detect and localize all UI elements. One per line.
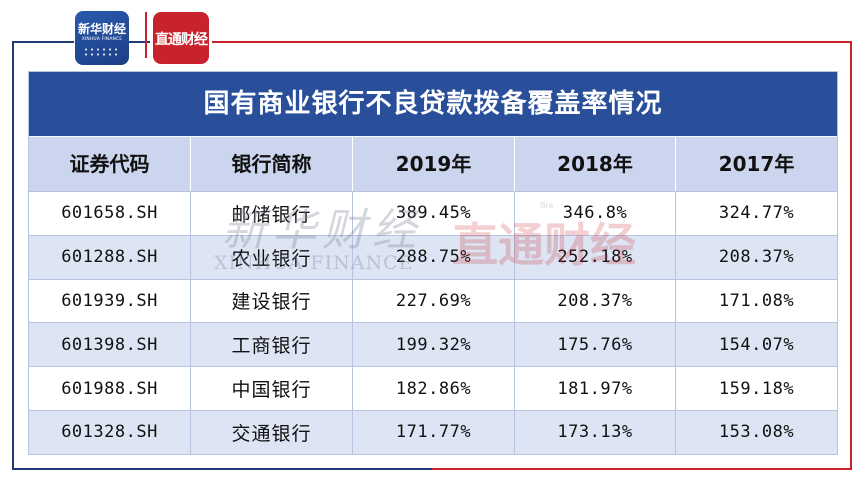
cell-coverage-ratio: 171.08% — [718, 290, 795, 311]
logo-divider — [145, 12, 147, 58]
cell-stock-code: 601288.SH — [29, 235, 191, 279]
cell-bank-name: 中国银行 — [191, 367, 353, 410]
table-row: 601398.SH 工商银行 199.32% 175.76% 154.07% — [29, 322, 837, 367]
cell-coverage-ratio: 153.08% — [718, 422, 795, 443]
cell-coverage-ratio: 173.13% — [515, 410, 676, 454]
table-row: 601939.SH 建设银行 227.69% 208.37% 171.08% — [29, 278, 837, 323]
table-title: 国有商业银行不良贷款拨备覆盖率情况 — [29, 72, 837, 136]
cell-stock-code: 601939.SH — [29, 279, 191, 323]
cell-coverage-ratio: 324.77% — [718, 203, 795, 224]
cell-coverage-ratio: 208.37% — [718, 247, 795, 268]
table-row: 601288.SH 农业银行 288.75% 252.18% 208.37% — [29, 234, 837, 279]
table-row: 601988.SH 中国银行 182.86% 181.97% 159.18% — [29, 366, 837, 410]
cell-coverage-ratio: 175.76% — [515, 323, 676, 367]
cell-coverage-ratio: 199.32% — [353, 323, 515, 367]
xinhua-logo-dots-icon — [83, 47, 121, 57]
frame-line-right — [850, 41, 852, 470]
xinhua-logo-text: 新华财经 — [77, 22, 126, 36]
cell-coverage-ratio: 171.77% — [353, 410, 515, 454]
cell-stock-code: 601988.SH — [29, 367, 191, 410]
frame-line-left — [12, 41, 14, 470]
frame-line-top-mid — [128, 41, 150, 43]
cell-coverage-ratio: 181.97% — [515, 367, 676, 410]
cell-bank-name: 农业银行 — [191, 235, 353, 279]
cell-coverage-ratio: 159.18% — [718, 378, 795, 399]
column-header: 2017年 — [718, 152, 795, 176]
cell-bank-name: 工商银行 — [191, 323, 353, 367]
table-row: 601658.SH 邮储银行 389.45% 346.8% 324.77% — [29, 191, 837, 235]
column-header: 2019年 — [353, 137, 515, 191]
cell-bank-name: 交通银行 — [191, 410, 353, 454]
table-body: 601658.SH 邮储银行 389.45% 346.8% 324.77% 601288.… — [29, 191, 837, 454]
cell-coverage-ratio: 208.37% — [515, 279, 676, 323]
cell-stock-code: 601398.SH — [29, 323, 191, 367]
cell-coverage-ratio: 227.69% — [353, 279, 515, 323]
table-header-row: 证券代码 银行简称 2019年 2018年 2017年 — [29, 137, 837, 191]
column-header: 2018年 — [515, 137, 676, 191]
cell-stock-code: 601328.SH — [29, 410, 191, 454]
zhitou-finance-logo: 直通财经 — [153, 12, 209, 64]
frame-line-top-left — [12, 41, 74, 43]
coverage-table: 国有商业银行不良贷款拨备覆盖率情况 证券代码 银行简称 2019年 2018年 … — [28, 71, 838, 455]
cell-coverage-ratio: 154.07% — [718, 334, 795, 355]
frame-line-top-right — [212, 41, 852, 43]
xinhua-finance-logo: 新华财经 XINHUA FINANCE — [75, 11, 129, 65]
cell-coverage-ratio: 288.75% — [353, 235, 515, 279]
cell-coverage-ratio: 252.18% — [515, 235, 676, 279]
cell-coverage-ratio: 346.8% — [515, 192, 676, 235]
zhitou-logo-text: 直通财经 — [155, 32, 208, 48]
cell-coverage-ratio: 182.86% — [353, 367, 515, 410]
column-header: 银行简称 — [191, 137, 353, 191]
cell-bank-name: 邮储银行 — [191, 192, 353, 235]
xinhua-logo-subtext: XINHUA FINANCE — [81, 37, 123, 42]
cell-stock-code: 601658.SH — [29, 192, 191, 235]
cell-bank-name: 建设银行 — [191, 279, 353, 323]
cell-coverage-ratio: 389.45% — [353, 192, 515, 235]
column-header: 证券代码 — [29, 137, 191, 191]
frame-line-bottom-red — [432, 468, 852, 470]
table-row: 601328.SH 交通银行 171.77% 173.13% 153.08% — [29, 409, 837, 454]
